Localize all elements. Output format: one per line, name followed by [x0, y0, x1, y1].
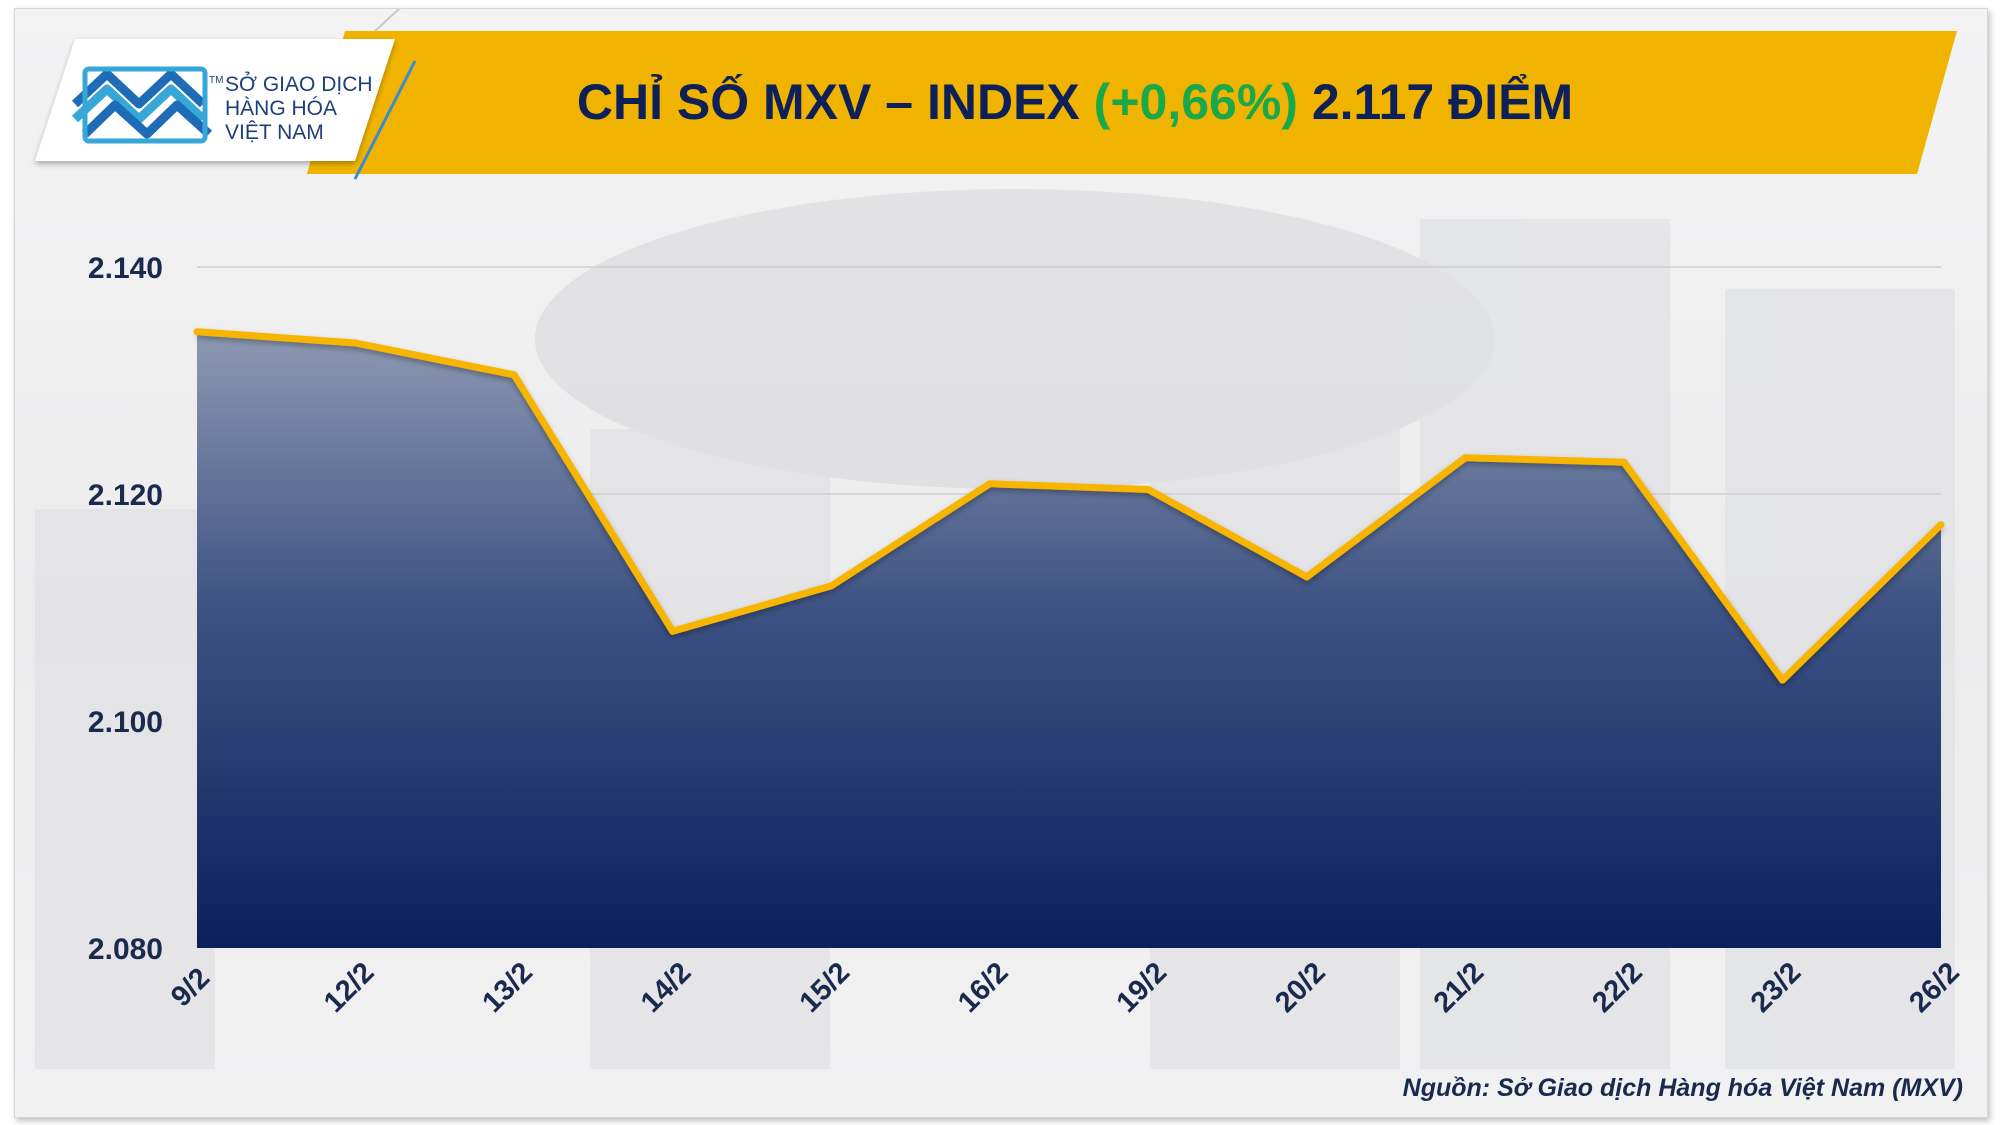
title-suffix: 2.117 ĐIỂM: [1298, 74, 1573, 130]
title-change: (+0,66%): [1094, 74, 1298, 130]
data-point: [986, 480, 994, 488]
data-point: [827, 582, 835, 590]
data-point: [669, 627, 677, 635]
logo: TM SỞ GIAO DỊCH HÀNG HÓA VIỆT NAM: [35, 9, 417, 180]
data-point: [1620, 458, 1628, 466]
logo-tm: TM: [209, 75, 223, 86]
series-line: [196, 328, 1944, 684]
data-point: [1778, 676, 1786, 684]
plot-area: [193, 328, 1945, 948]
chart-canvas: CHỈ SỐ MXV – INDEX (+0,66%) 2.117 ĐIỂM T…: [35, 9, 1966, 1069]
title-prefix: CHỈ SỐ MXV – INDEX: [577, 73, 1094, 130]
title-banner: [307, 31, 1957, 174]
y-tick-label: 2.140: [88, 252, 163, 285]
source-note: Nguồn: Sở Giao dịch Hàng hóa Việt Nam (M…: [1402, 1074, 1963, 1102]
y-tick-label: 2.080: [88, 933, 163, 966]
logo-line-1: SỞ GIAO DỊCH: [225, 72, 373, 96]
y-axis-labels: 2.080 2.100 2.120 2.140: [88, 252, 163, 966]
data-point: [1144, 485, 1152, 493]
logo-line-3: VIỆT NAM: [225, 121, 324, 144]
chart-frame: CHỈ SỐ MXV – INDEX (+0,66%) 2.117 ĐIỂM T…: [14, 8, 1988, 1118]
x-axis-labels: 9/2 12/2 13/2 14/2 15/2 16/2 19/2 20/2 21/2 22/2 2…: [165, 956, 1966, 1019]
y-tick-label: 2.100: [88, 706, 163, 739]
x-tick-label: 16/2: [952, 956, 1015, 1019]
data-point: [193, 328, 201, 336]
chart-title: CHỈ SỐ MXV – INDEX (+0,66%) 2.117 ĐIỂM: [577, 73, 1573, 130]
logo-mark-icon: [71, 66, 213, 144]
logo-line-2: HÀNG HÓA: [225, 97, 337, 120]
data-point: [352, 339, 360, 347]
x-tick-label: 13/2: [476, 956, 539, 1019]
area-fill: [197, 331, 1941, 948]
data-point: [510, 371, 518, 379]
data-point: [1461, 454, 1469, 462]
data-point: [1937, 521, 1945, 529]
y-tick-label: 2.120: [88, 479, 163, 512]
x-tick-label: 12/2: [318, 956, 381, 1019]
data-point: [1303, 573, 1311, 581]
